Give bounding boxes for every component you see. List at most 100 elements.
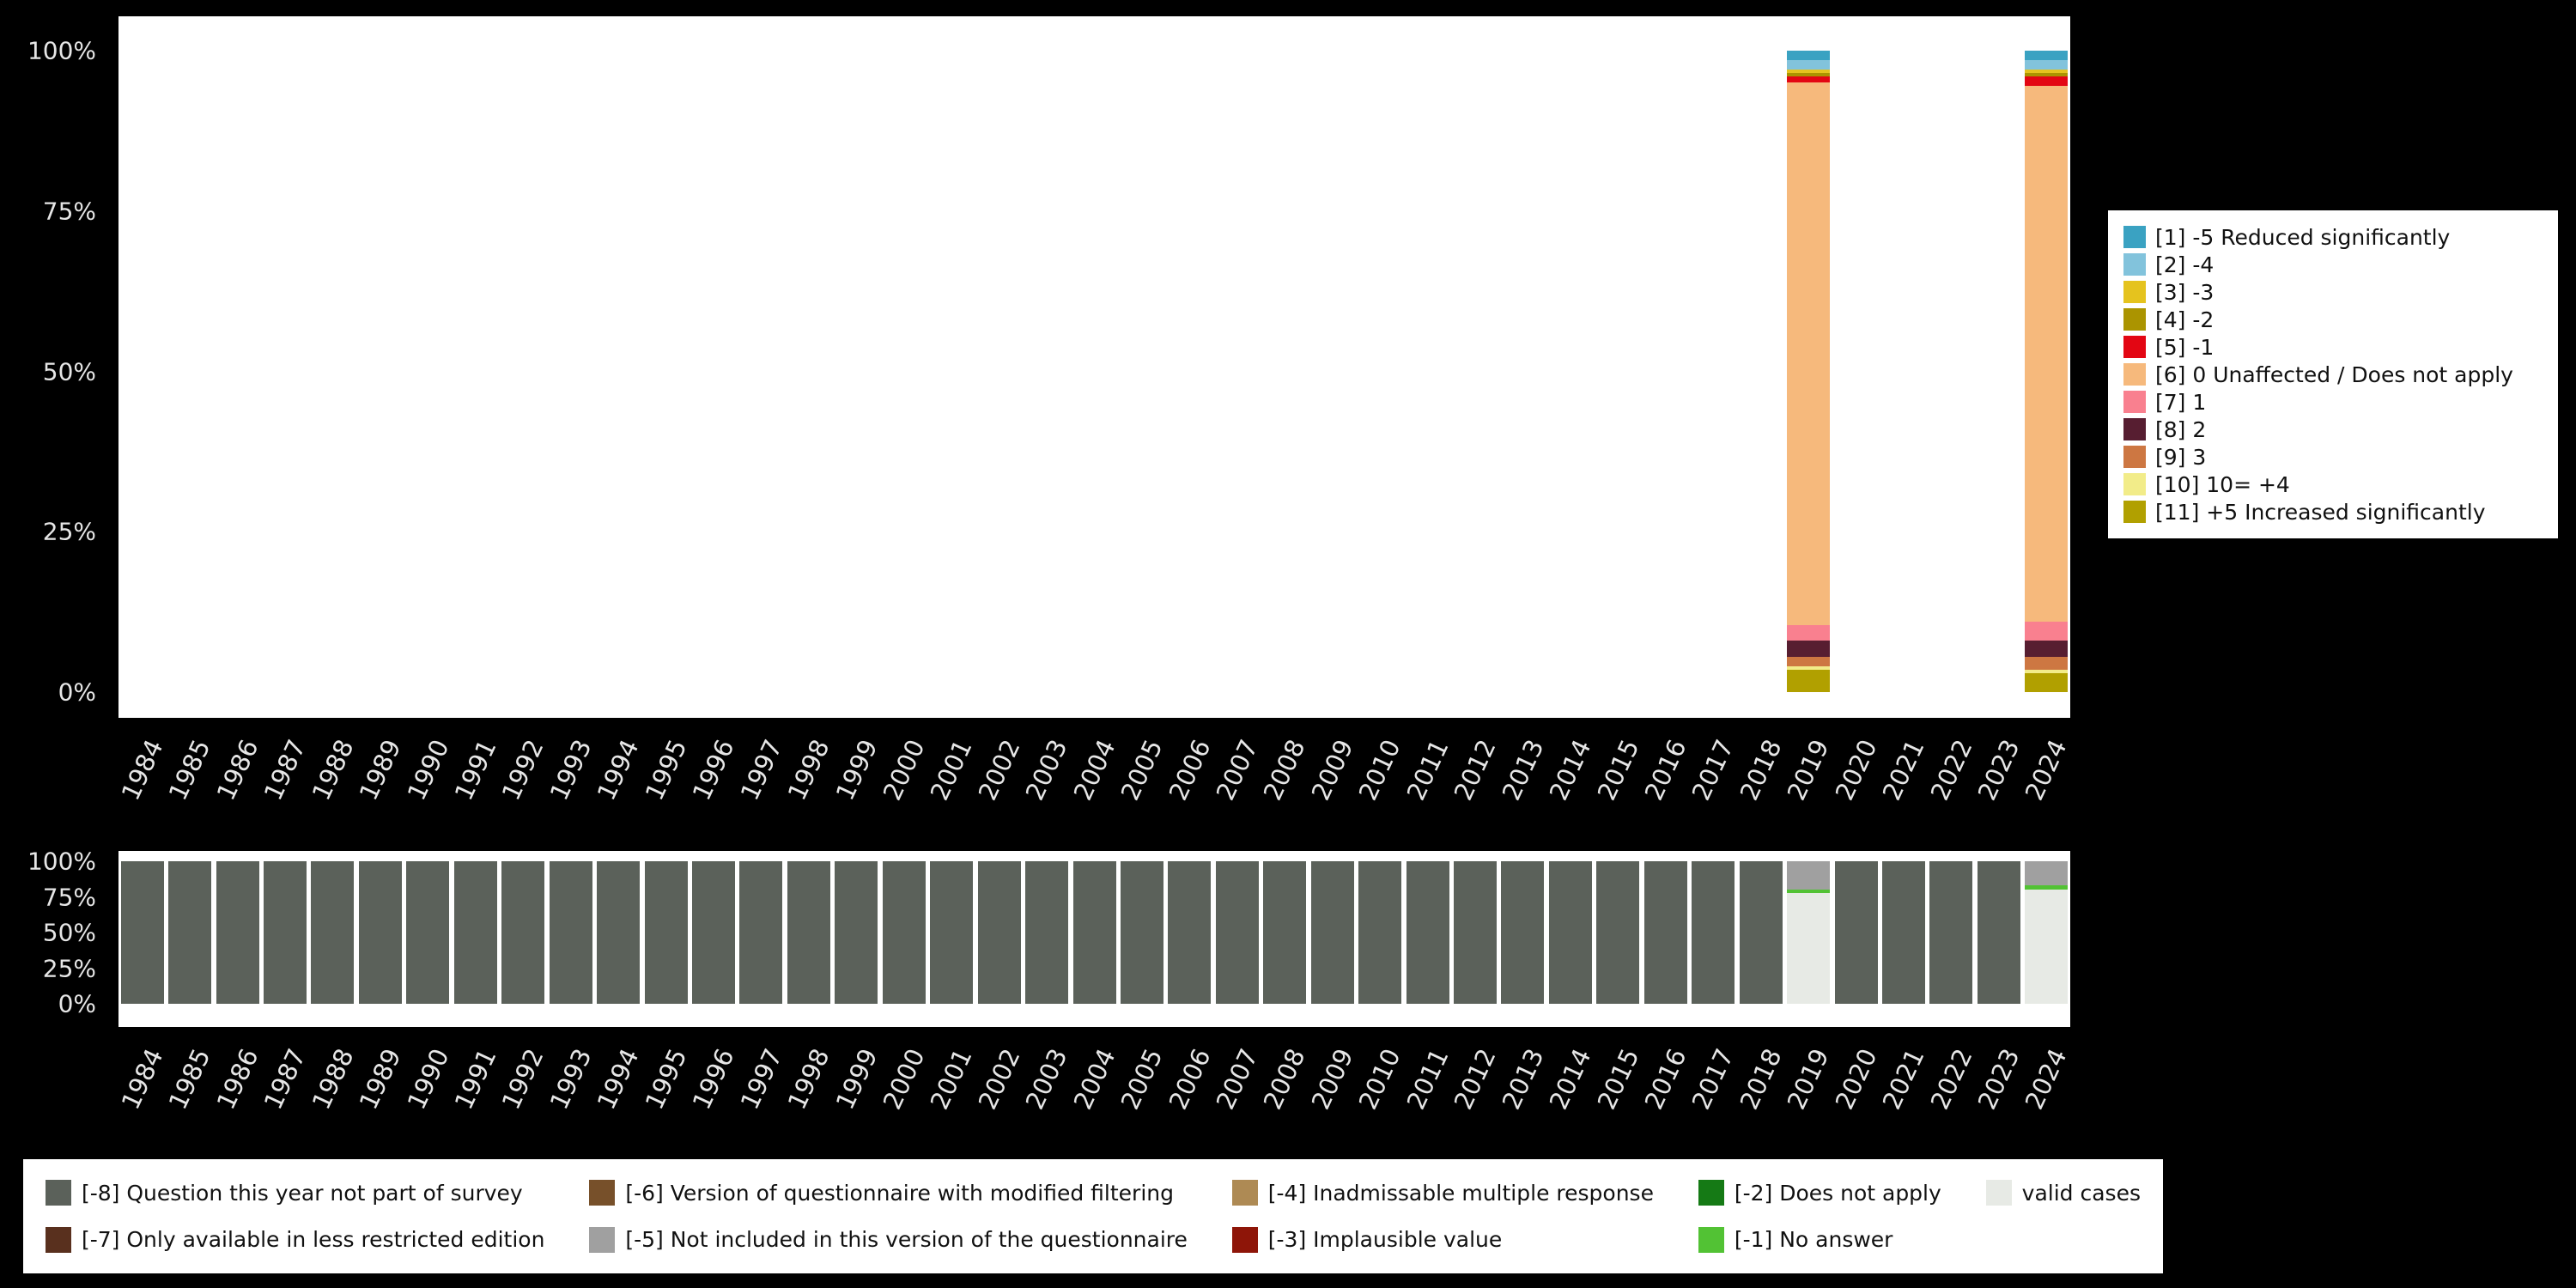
stacked-bar-2002 (977, 861, 1021, 1004)
x-tick-label: 1991 (448, 735, 502, 805)
stacked-bar-1989 (358, 861, 402, 1004)
x-tick-label: 2013 (1496, 735, 1550, 805)
bar-segment (1787, 70, 1831, 74)
bar-segment (1596, 861, 1640, 1004)
x-tick-label: 1987 (258, 1044, 312, 1115)
distribution-x-axis: 1984 1985 1986 1987 1988 1989 1990 1991 1992 1993… (116, 728, 2074, 840)
stacked-bar-2005 (1120, 861, 1163, 1004)
bar-segment (1692, 861, 1735, 1004)
legend-swatch (1231, 1180, 1258, 1206)
stacked-bar-2008 (1263, 861, 1307, 1004)
stacked-bar-2010 (1358, 861, 1402, 1004)
legend-label: [9] 3 (2155, 444, 2207, 470)
stacked-bar-2006 (1168, 861, 1212, 1004)
legend-item: [-1] No answer (1698, 1226, 1941, 1253)
bar-segment (311, 861, 355, 1004)
bar-segment (930, 861, 974, 1004)
x-tick-label: 2016 (1638, 1044, 1692, 1115)
bar-segment (2025, 672, 2069, 692)
stacked-bar-2012 (1454, 861, 1497, 1004)
bar-segment (1787, 73, 1831, 76)
y-tick-label: 75% (42, 197, 96, 226)
x-tick-label: 2022 (1924, 735, 1978, 805)
legend-swatch (2123, 226, 2146, 248)
stacked-bar-2001 (930, 861, 974, 1004)
x-tick-label: 1988 (306, 735, 360, 805)
stacked-bar-1987 (264, 861, 307, 1004)
stacked-bar-2022 (1929, 861, 1973, 1004)
bar-segment (1787, 624, 1831, 641)
bar-segment (882, 861, 926, 1004)
stacked-bar-2016 (1643, 861, 1687, 1004)
legend-swatch (2123, 446, 2146, 468)
bar-segment (1787, 656, 1831, 667)
bar-segment (597, 861, 641, 1004)
stacked-bar-1992 (501, 861, 545, 1004)
bar-segment (2025, 641, 2069, 657)
y-tick-label: 0% (58, 677, 96, 707)
x-tick-label: 1995 (639, 735, 693, 805)
y-tick-label: 0% (58, 989, 96, 1018)
x-tick-label: 1994 (591, 1044, 645, 1115)
legend-label: [11] +5 Increased significantly (2155, 499, 2486, 525)
y-tick-label: 100% (27, 36, 96, 65)
bar-segment (835, 861, 878, 1004)
x-tick-label: 2006 (1163, 1044, 1217, 1115)
bar-segment (2025, 621, 2069, 641)
x-tick-label: 2011 (1400, 735, 1455, 805)
stacked-bar-2013 (1501, 861, 1545, 1004)
bar-segment (1120, 861, 1163, 1004)
x-tick-label: 2020 (1829, 1044, 1883, 1115)
x-tick-label: 1998 (781, 1044, 835, 1115)
x-tick-label: 2013 (1496, 1044, 1550, 1115)
x-tick-label: 1999 (829, 1044, 884, 1115)
bar-segment (691, 861, 735, 1004)
legend-swatch (1698, 1180, 1724, 1206)
legend-item: [6] 0 Unaffected / Does not apply (2123, 361, 2543, 388)
legend-swatch (2123, 253, 2146, 276)
distribution-plot-area (118, 16, 2070, 718)
x-tick-label: 2007 (1210, 1044, 1264, 1115)
x-tick-label: 2002 (972, 735, 1026, 805)
stacked-bar-2003 (1025, 861, 1069, 1004)
x-tick-label: 2017 (1686, 1044, 1741, 1115)
stacked-bar-1999 (835, 861, 878, 1004)
stacked-bar-1998 (787, 861, 830, 1004)
missing-values-y-axis: 100% 75% 50% 25% 0% (0, 848, 106, 1027)
stacked-bar-2000 (882, 861, 926, 1004)
legend-item: [-8] Question this year not part of surv… (46, 1180, 544, 1206)
bar-segment (2025, 861, 2069, 886)
x-tick-label: 2003 (1019, 735, 1073, 805)
x-tick-label: 2010 (1352, 1044, 1406, 1115)
x-tick-label: 2024 (2020, 735, 2074, 805)
legend-label: [1] -5 Reduced significantly (2155, 224, 2451, 250)
y-tick-label: 25% (42, 517, 96, 546)
y-tick-label: 50% (42, 918, 96, 947)
x-tick-label: 2004 (1067, 735, 1121, 805)
bar-segment (1358, 861, 1402, 1004)
legend-item: [-2] Does not apply (1698, 1180, 1941, 1206)
bar-segment (120, 861, 164, 1004)
legend-swatch (589, 1180, 616, 1206)
legend-label: [-8] Question this year not part of surv… (82, 1180, 523, 1206)
bar-segment (1739, 861, 1783, 1004)
legend-swatch (46, 1180, 71, 1206)
legend-item: [11] +5 Increased significantly (2123, 498, 2543, 526)
x-tick-label: 2005 (1115, 735, 1169, 805)
x-tick-label: 1995 (639, 1044, 693, 1115)
legend-item: [-3] Implausible value (1231, 1226, 1654, 1253)
x-tick-label: 2008 (1258, 1044, 1312, 1115)
stacked-bar-1996 (691, 861, 735, 1004)
bar-segment (1787, 861, 1831, 890)
x-tick-label: 1993 (544, 1044, 598, 1115)
x-tick-label: 2023 (1971, 735, 2026, 805)
missing-values-legend: [-8] Question this year not part of surv… (23, 1159, 2163, 1273)
legend-label: [-3] Implausible value (1267, 1227, 1503, 1253)
bar-segment (1787, 51, 1831, 61)
bar-segment (2025, 885, 2069, 890)
bar-segment (2025, 73, 2069, 76)
x-tick-label: 2000 (877, 735, 931, 805)
bar-segment (2025, 70, 2069, 74)
bar-segment (977, 861, 1021, 1004)
